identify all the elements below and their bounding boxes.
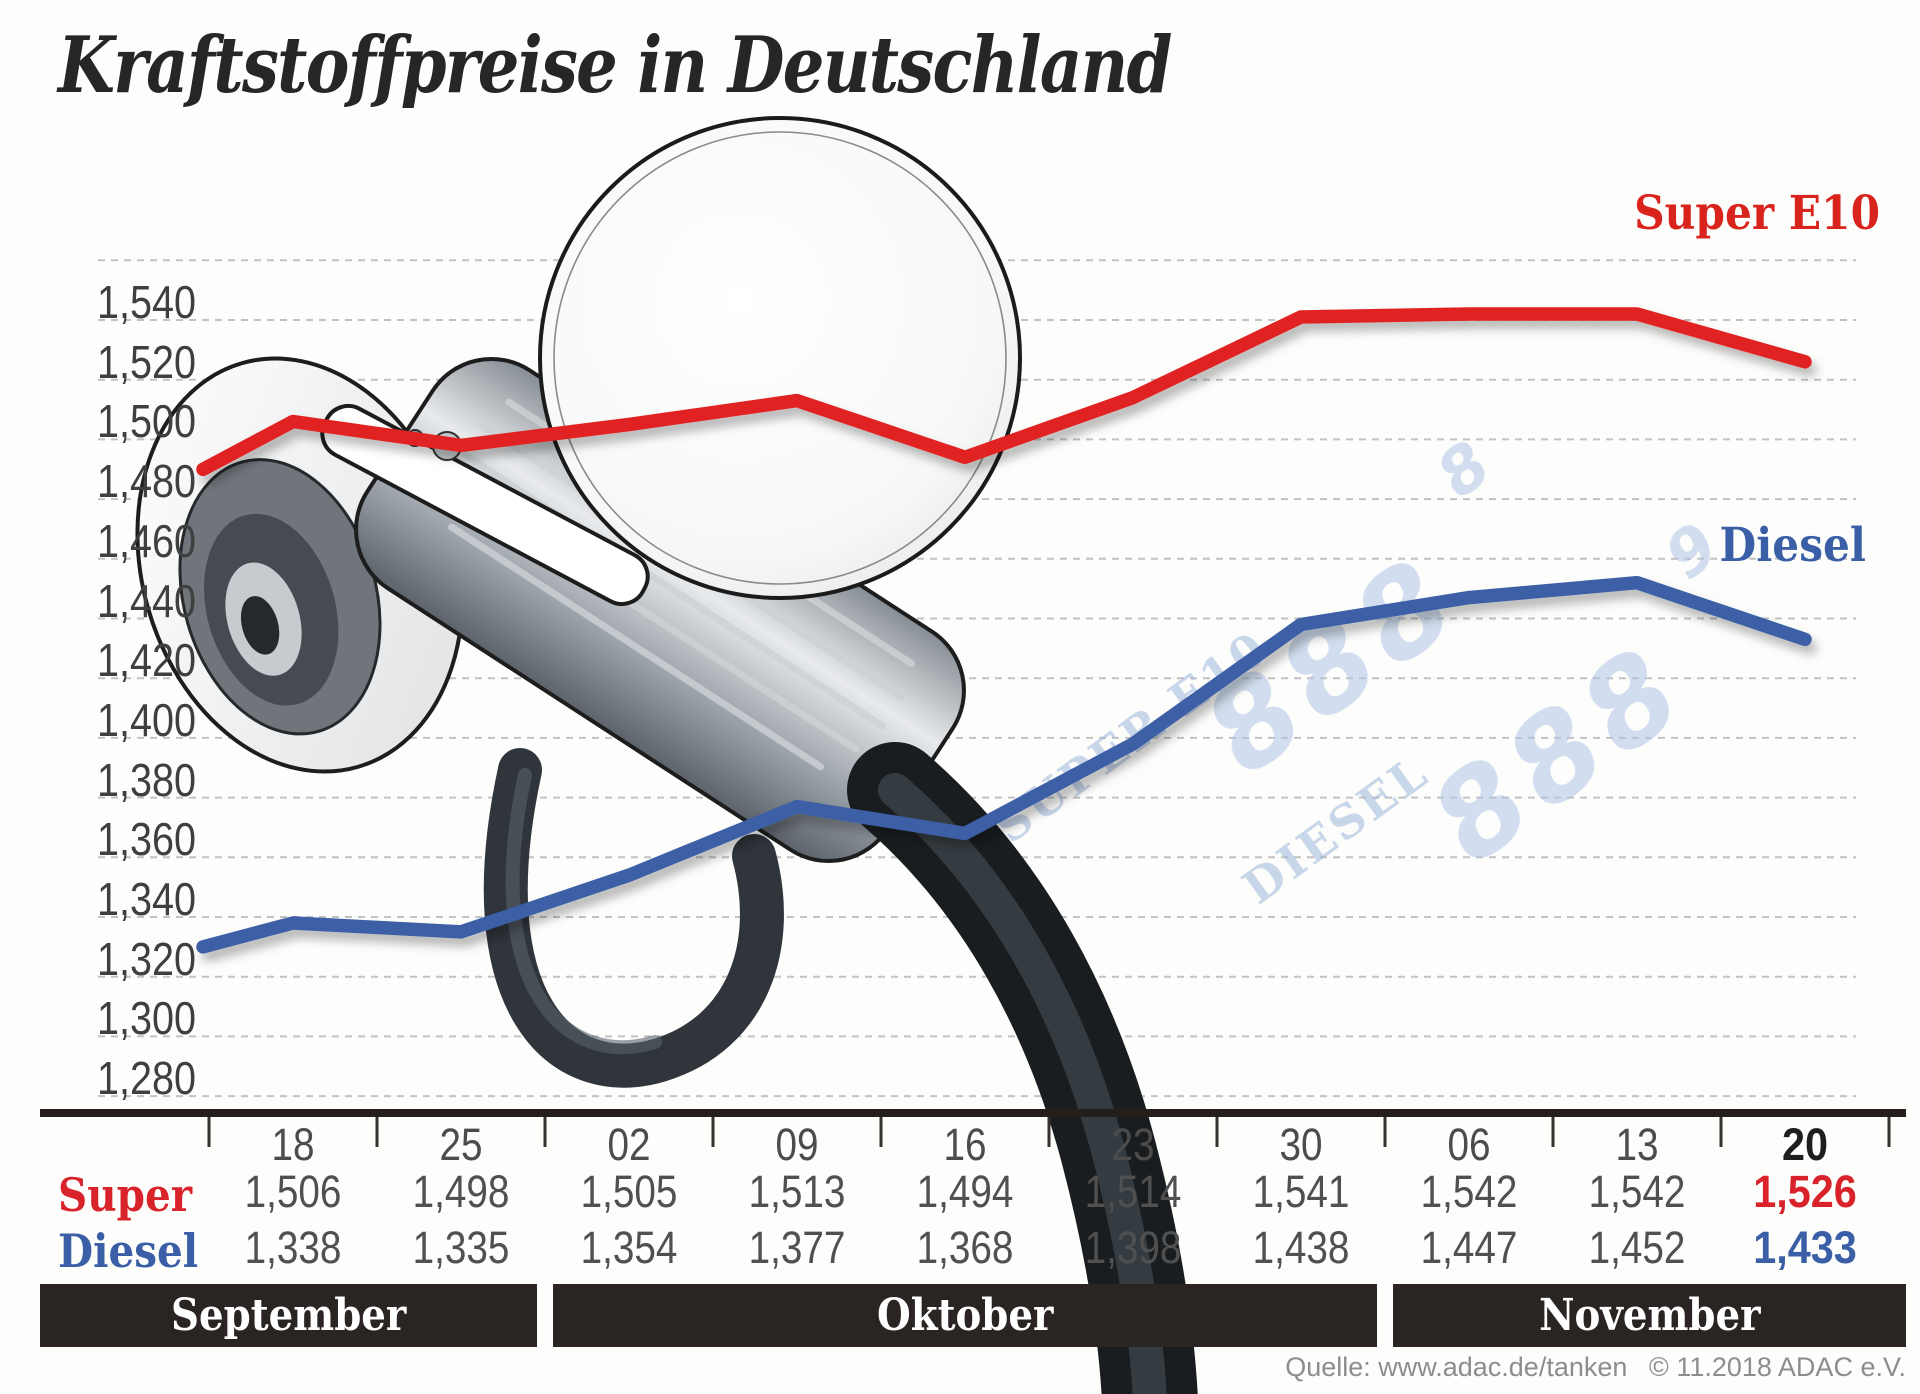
pump-display-super-small-digit: 8 — [1428, 424, 1499, 517]
table-cell-diesel: 1,398 — [1084, 1222, 1182, 1273]
source-text: Quelle: www.adac.de/tanken — [1285, 1352, 1628, 1382]
y-axis-tick-label: 1,300 — [96, 992, 196, 1045]
month-band-november: November — [1393, 1284, 1906, 1347]
table-cell-diesel: 1,438 — [1252, 1222, 1350, 1273]
date-label: 06 — [1447, 1119, 1491, 1170]
month-band-label: November — [1538, 1290, 1761, 1341]
table-cell-super-e10: 1,526 — [1753, 1166, 1857, 1217]
month-band-september: September — [40, 1284, 537, 1347]
x-axis — [40, 1109, 1906, 1147]
table-cell-super-e10: 1,542 — [1420, 1166, 1518, 1217]
table-cell-super-e10: 1,514 — [1084, 1166, 1182, 1217]
table-cell-super-e10: 1,542 — [1588, 1166, 1686, 1217]
y-axis-tick-label: 1,420 — [96, 634, 196, 687]
month-band-label: Oktober — [876, 1290, 1054, 1341]
table-cell-diesel: 1,338 — [244, 1222, 342, 1273]
line-super-e10 — [196, 307, 1812, 477]
table-cell-diesel: 1,368 — [916, 1222, 1014, 1273]
date-label: 20 — [1781, 1119, 1829, 1170]
source-line: Quelle: www.adac.de/tanken © 11.2018 ADA… — [1006, 1352, 1906, 1383]
copyright-text: © 11.2018 ADAC e.V. — [1648, 1352, 1906, 1382]
table-cell-diesel: 1,377 — [748, 1222, 846, 1273]
y-axis-tick-label: 1,520 — [96, 335, 196, 388]
y-axis-tick-label: 1,480 — [96, 455, 196, 508]
table-cell-diesel: 1,447 — [1420, 1222, 1518, 1273]
table-cell-super-e10: 1,541 — [1252, 1166, 1350, 1217]
y-axis-tick-label: 1,440 — [96, 574, 196, 627]
nozzle-trigger-guard — [483, 748, 784, 1088]
table-row-label-diesel: Diesel — [58, 1224, 199, 1278]
table-row-label-super: Super — [58, 1168, 193, 1222]
month-band-label: September — [170, 1290, 407, 1341]
y-axis-tick-label: 1,320 — [96, 932, 196, 985]
date-label: 02 — [607, 1119, 651, 1170]
legend-super-e10: Super E10 — [1634, 186, 1880, 241]
y-axis-tick-label: 1,460 — [96, 514, 196, 567]
y-axis-tick-label: 1,540 — [96, 276, 196, 328]
x-axis-line — [40, 1109, 1906, 1117]
table-cell-diesel: 1,452 — [1588, 1222, 1686, 1273]
date-label: 25 — [439, 1119, 483, 1170]
date-label: 18 — [271, 1119, 315, 1170]
table-cell-super-e10: 1,505 — [580, 1166, 678, 1217]
page-title: Kraftstoffpreise in Deutschland — [58, 20, 1172, 111]
y-axis-tick-label: 1,400 — [96, 693, 196, 746]
date-label: 09 — [775, 1119, 819, 1170]
table-cell-super-e10: 1,498 — [412, 1166, 510, 1217]
date-label: 13 — [1615, 1119, 1659, 1170]
y-axis-tick-label: 1,360 — [96, 813, 196, 866]
legend-diesel: Diesel — [1719, 518, 1866, 573]
date-label: 30 — [1279, 1119, 1323, 1170]
table-cell-diesel: 1,433 — [1753, 1222, 1857, 1273]
table-cell-super-e10: 1,513 — [748, 1166, 846, 1217]
y-axis-tick-label: 1,280 — [96, 1052, 196, 1105]
y-axis-tick-label: 1,340 — [96, 873, 196, 925]
month-band-oktober: Oktober — [553, 1284, 1377, 1347]
y-axis-tick-label: 1,500 — [96, 395, 196, 448]
date-label: 16 — [943, 1119, 987, 1170]
y-axis-tick-label: 1,380 — [96, 753, 196, 806]
date-label: 23 — [1111, 1119, 1155, 1170]
data-lines — [196, 307, 1812, 954]
nozzle-gauge-circle — [538, 116, 1022, 600]
table-cell-diesel: 1,335 — [412, 1222, 510, 1273]
table-cell-diesel: 1,354 — [580, 1222, 678, 1273]
table-cell-super-e10: 1,506 — [244, 1166, 342, 1217]
line-diesel — [196, 575, 1812, 954]
table-cell-super-e10: 1,494 — [916, 1166, 1014, 1217]
